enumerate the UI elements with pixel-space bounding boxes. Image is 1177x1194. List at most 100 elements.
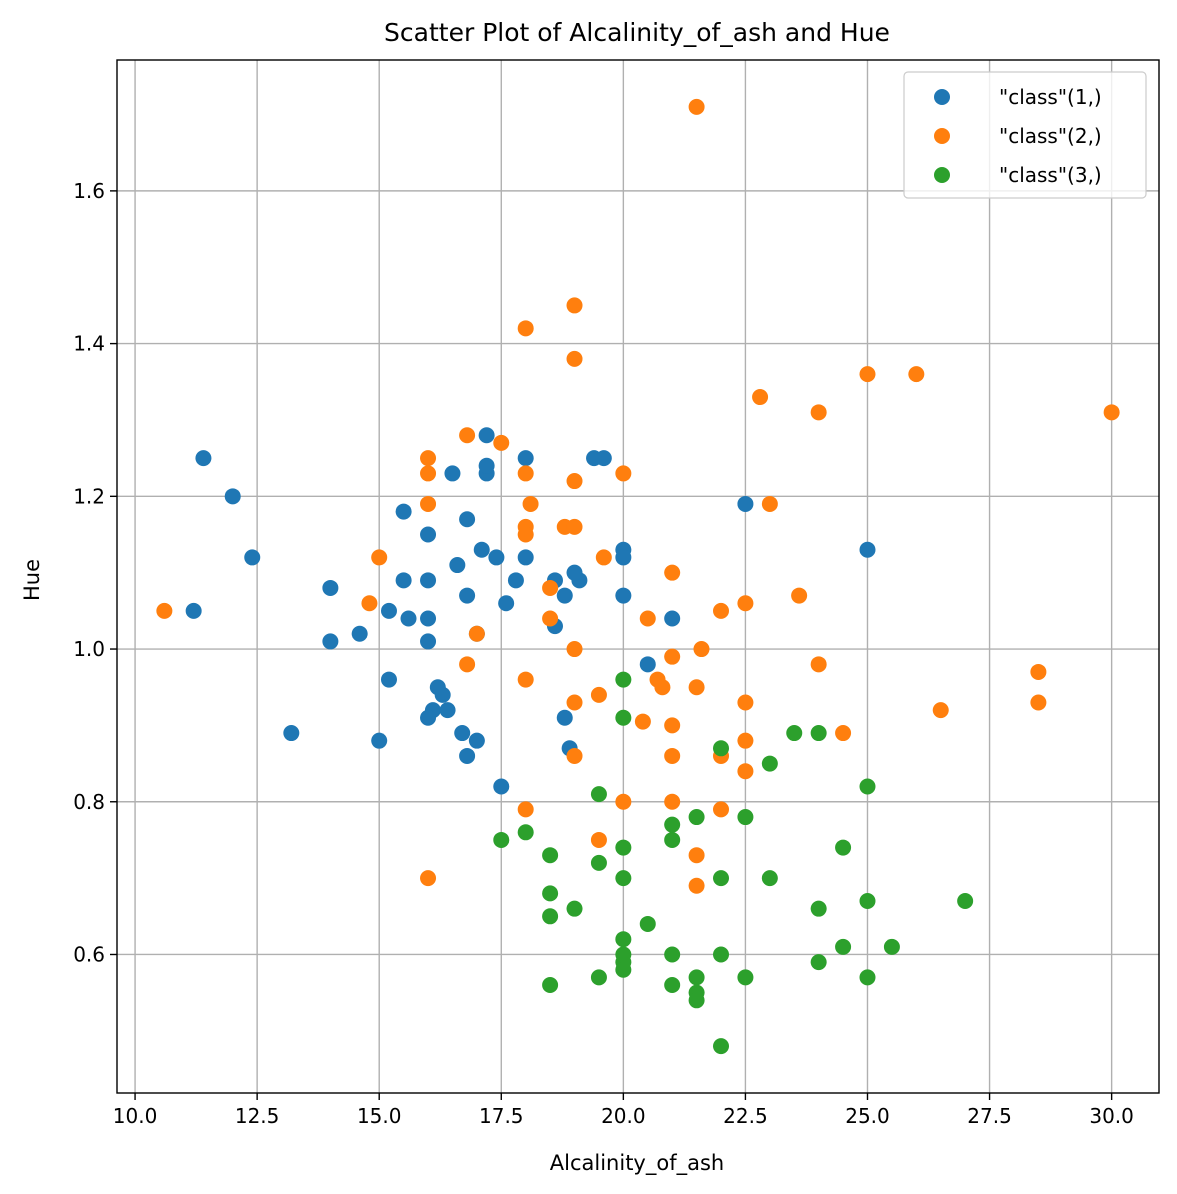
- data-point: [713, 602, 730, 619]
- data-point: [566, 694, 583, 711]
- data-point: [664, 610, 681, 627]
- data-point: [810, 404, 827, 421]
- y-tick-label: 0.8: [73, 790, 105, 814]
- data-point: [859, 778, 876, 795]
- series-class-3: [493, 671, 974, 1055]
- data-point: [429, 679, 446, 696]
- legend-box: [903, 71, 1147, 199]
- data-point: [615, 587, 632, 604]
- data-point: [522, 495, 539, 512]
- legend-label: "class"(3,): [999, 163, 1102, 187]
- data-point: [566, 518, 583, 535]
- data-point: [542, 908, 559, 925]
- data-point: [517, 824, 534, 841]
- data-point: [664, 717, 681, 734]
- data-point: [371, 732, 388, 749]
- data-point: [791, 587, 808, 604]
- data-point: [713, 946, 730, 963]
- data-point: [566, 641, 583, 658]
- data-point: [688, 679, 705, 696]
- x-tick-label: 15.0: [357, 1104, 402, 1128]
- data-point: [590, 786, 607, 803]
- data-point: [542, 610, 559, 627]
- data-point: [810, 900, 827, 917]
- data-point: [737, 732, 754, 749]
- data-point: [664, 977, 681, 994]
- data-point: [517, 801, 534, 818]
- data-point: [688, 847, 705, 864]
- data-point: [590, 686, 607, 703]
- data-point: [590, 854, 607, 871]
- data-point: [420, 465, 437, 482]
- data-point: [688, 98, 705, 115]
- data-point: [835, 725, 852, 742]
- data-point: [664, 648, 681, 665]
- data-point: [420, 870, 437, 887]
- data-point: [688, 809, 705, 826]
- data-point: [322, 633, 339, 650]
- data-point: [859, 969, 876, 986]
- data-point: [468, 625, 485, 642]
- y-tick-label: 0.6: [73, 942, 105, 966]
- data-point: [615, 793, 632, 810]
- data-point: [932, 702, 949, 719]
- data-point: [810, 656, 827, 673]
- x-tick-label: 20.0: [601, 1104, 646, 1128]
- data-point: [957, 893, 974, 910]
- data-point: [459, 511, 476, 528]
- legend-label: "class"(1,): [999, 85, 1102, 109]
- data-point: [713, 740, 730, 757]
- data-point: [615, 709, 632, 726]
- data-point: [835, 938, 852, 955]
- data-point: [1030, 663, 1047, 680]
- data-point: [420, 572, 437, 589]
- data-point: [420, 495, 437, 512]
- data-point: [615, 549, 632, 566]
- data-point: [688, 969, 705, 986]
- data-point: [615, 870, 632, 887]
- data-point: [590, 831, 607, 848]
- data-point: [810, 725, 827, 742]
- data-point: [517, 465, 534, 482]
- data-point: [713, 1038, 730, 1055]
- data-point: [371, 549, 388, 566]
- data-point: [761, 495, 778, 512]
- data-point: [639, 656, 656, 673]
- data-point: [810, 954, 827, 971]
- data-point: [883, 938, 900, 955]
- y-tick-label: 1.0: [73, 637, 105, 661]
- data-point: [639, 610, 656, 627]
- data-point: [737, 495, 754, 512]
- data-point: [859, 541, 876, 558]
- data-point: [664, 946, 681, 963]
- data-point: [517, 320, 534, 337]
- data-point: [737, 694, 754, 711]
- data-point: [713, 801, 730, 818]
- data-point: [459, 427, 476, 444]
- data-point: [420, 633, 437, 650]
- data-point: [737, 809, 754, 826]
- plot-area-frame: [116, 59, 1160, 1094]
- data-point: [664, 564, 681, 581]
- x-tick-label: 25.0: [845, 1104, 890, 1128]
- data-point: [459, 587, 476, 604]
- data-point: [737, 969, 754, 986]
- data-point: [566, 747, 583, 764]
- data-points: [156, 98, 1120, 1055]
- data-point: [449, 557, 466, 574]
- data-point: [615, 671, 632, 688]
- data-point: [615, 931, 632, 948]
- data-point: [507, 572, 524, 589]
- data-point: [786, 725, 803, 742]
- data-point: [517, 526, 534, 543]
- data-point: [693, 641, 710, 658]
- data-point: [420, 450, 437, 467]
- data-point: [859, 366, 876, 383]
- data-point: [761, 870, 778, 887]
- data-point: [859, 893, 876, 910]
- data-point: [195, 450, 212, 467]
- data-point: [478, 427, 495, 444]
- legend-marker: [934, 89, 950, 105]
- data-point: [224, 488, 241, 505]
